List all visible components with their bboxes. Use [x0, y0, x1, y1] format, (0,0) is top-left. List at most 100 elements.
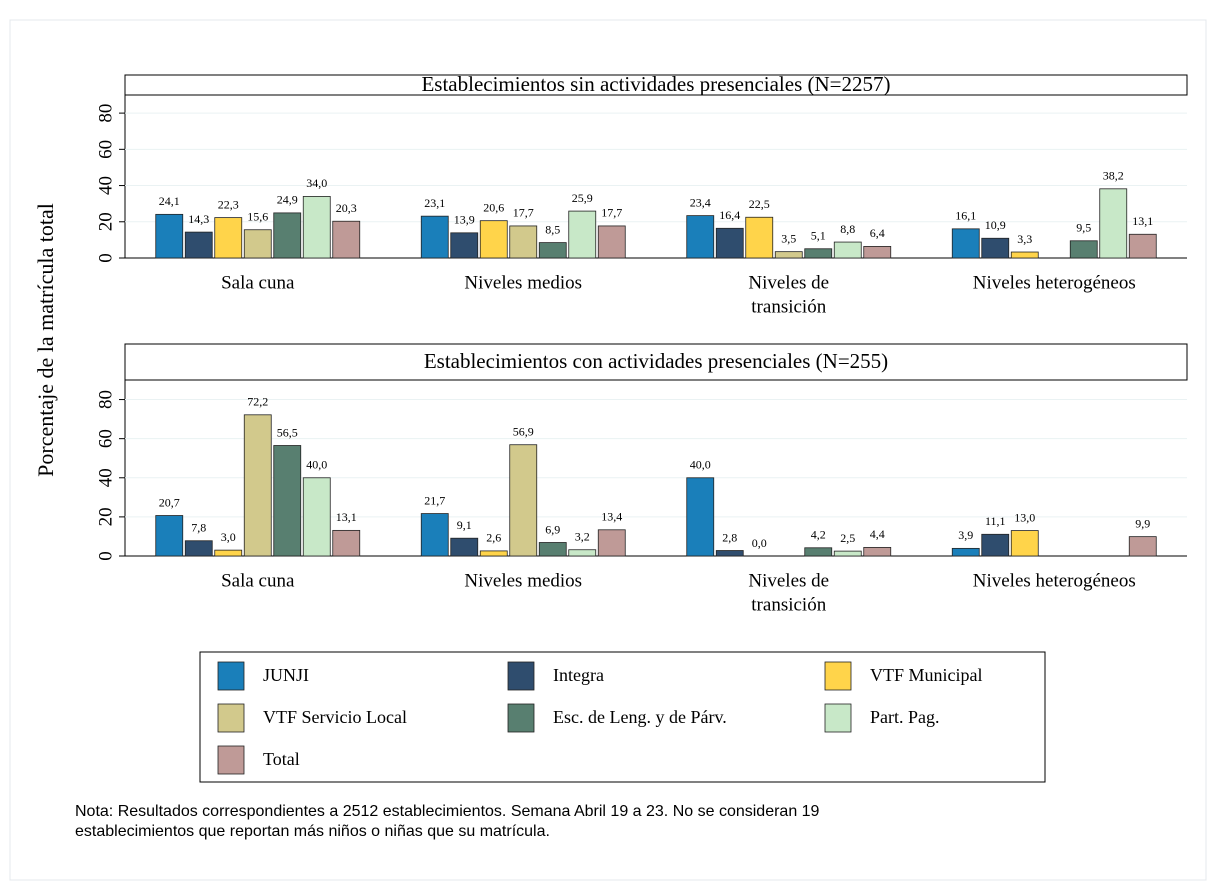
x-tick-label: Niveles heterogéneos — [973, 570, 1136, 591]
bar — [420, 513, 449, 557]
legend-label: Esc. de Leng. y de Párv. — [553, 707, 727, 727]
data-label: 40,0 — [306, 458, 327, 472]
legend-swatch — [217, 661, 245, 691]
data-label: 25,9 — [572, 191, 593, 205]
bar — [155, 213, 184, 259]
bar — [243, 229, 272, 259]
bar — [1099, 188, 1128, 259]
bar — [450, 537, 479, 557]
bar — [509, 225, 538, 259]
x-tick-label: transición — [751, 594, 826, 615]
legend-swatch — [824, 703, 852, 733]
data-label: 22,3 — [218, 197, 239, 211]
bar — [774, 251, 803, 259]
bar — [686, 215, 715, 259]
data-label: 13,4 — [601, 510, 622, 524]
bar — [538, 242, 567, 259]
x-tick-label: Niveles heterogéneos — [973, 272, 1136, 293]
data-label: 13,1 — [336, 510, 357, 524]
data-label: 20,6 — [483, 200, 504, 214]
x-tick-label: Sala cuna — [221, 272, 295, 293]
data-label: 24,9 — [277, 193, 298, 207]
data-label: 3,5 — [781, 231, 796, 245]
bar — [863, 546, 892, 557]
data-label: 4,2 — [811, 528, 826, 542]
note: Nota: Resultados correspondientes a 2512… — [75, 803, 820, 820]
data-label: 22,5 — [749, 197, 770, 211]
legend-swatch — [507, 703, 535, 733]
bar — [715, 550, 744, 557]
data-label: 3,2 — [575, 529, 590, 543]
panel-title: Establecimientos sin actividades presenc… — [421, 72, 890, 96]
x-tick-label: Sala cuna — [221, 570, 295, 591]
y-tick-label: 20 — [95, 507, 116, 526]
bar — [184, 540, 213, 557]
panel-header — [124, 74, 1188, 96]
y-tick-label: 80 — [95, 104, 116, 123]
data-label: 8,8 — [840, 222, 855, 236]
bar — [302, 477, 331, 557]
legend-label: JUNJI — [263, 665, 309, 685]
bar — [686, 477, 715, 557]
legend-label: Integra — [553, 665, 604, 685]
bar — [981, 237, 1010, 259]
data-label: 16,1 — [955, 209, 976, 223]
data-label: 3,3 — [1017, 232, 1032, 246]
y-tick-label: 0 — [95, 253, 116, 263]
legend-label: VTF Servicio Local — [263, 707, 407, 727]
bar — [273, 212, 302, 259]
data-label: 11,1 — [985, 514, 1006, 528]
y-tick-label: 40 — [95, 468, 116, 487]
data-label: 0,0 — [752, 536, 767, 550]
bar — [1069, 240, 1098, 259]
bar — [833, 241, 862, 259]
bar — [214, 217, 243, 259]
y-tick-label: 20 — [95, 212, 116, 231]
data-label: 10,9 — [985, 218, 1006, 232]
bar — [214, 549, 243, 557]
bar — [951, 547, 980, 557]
bar — [863, 246, 892, 259]
legend-swatch — [217, 745, 245, 775]
bar — [1010, 530, 1039, 557]
bar — [243, 414, 272, 557]
data-label: 14,3 — [188, 212, 209, 226]
bar — [332, 529, 361, 557]
data-label: 15,6 — [247, 209, 268, 223]
data-label: 9,1 — [457, 518, 472, 532]
data-label: 16,4 — [719, 208, 740, 222]
legend-label: VTF Municipal — [870, 665, 983, 685]
data-label: 13,0 — [1014, 510, 1035, 524]
bar — [804, 248, 833, 259]
bar — [804, 547, 833, 557]
bar — [450, 232, 479, 259]
x-tick-label: transición — [751, 296, 826, 317]
bar — [273, 445, 302, 557]
data-label: 13,9 — [454, 213, 475, 227]
data-label: 38,2 — [1103, 169, 1124, 183]
panel-title: Establecimientos con actividades presenc… — [424, 349, 888, 373]
x-tick-label: Niveles de — [748, 272, 829, 293]
y-tick-label: 80 — [95, 390, 116, 409]
data-label: 2,5 — [840, 531, 855, 545]
y-tick-label: 60 — [95, 429, 116, 448]
y-tick-label: 40 — [95, 176, 116, 195]
bar — [951, 228, 980, 259]
data-label: 6,4 — [870, 226, 885, 240]
data-label: 34,0 — [306, 176, 327, 190]
bar — [332, 220, 361, 259]
data-label: 40,0 — [690, 458, 711, 472]
data-label: 3,9 — [958, 528, 973, 542]
data-label: 21,7 — [424, 493, 445, 507]
legend-box — [199, 651, 1046, 783]
legend-label: Total — [263, 749, 300, 769]
x-tick-label: Niveles medios — [464, 272, 582, 293]
data-label: 23,1 — [424, 196, 445, 210]
data-label: 23,4 — [690, 195, 711, 209]
data-label: 6,9 — [545, 522, 560, 536]
bar — [1128, 233, 1157, 259]
bar — [597, 225, 626, 259]
data-label: 5,1 — [811, 229, 826, 243]
data-label: 7,8 — [191, 520, 206, 534]
